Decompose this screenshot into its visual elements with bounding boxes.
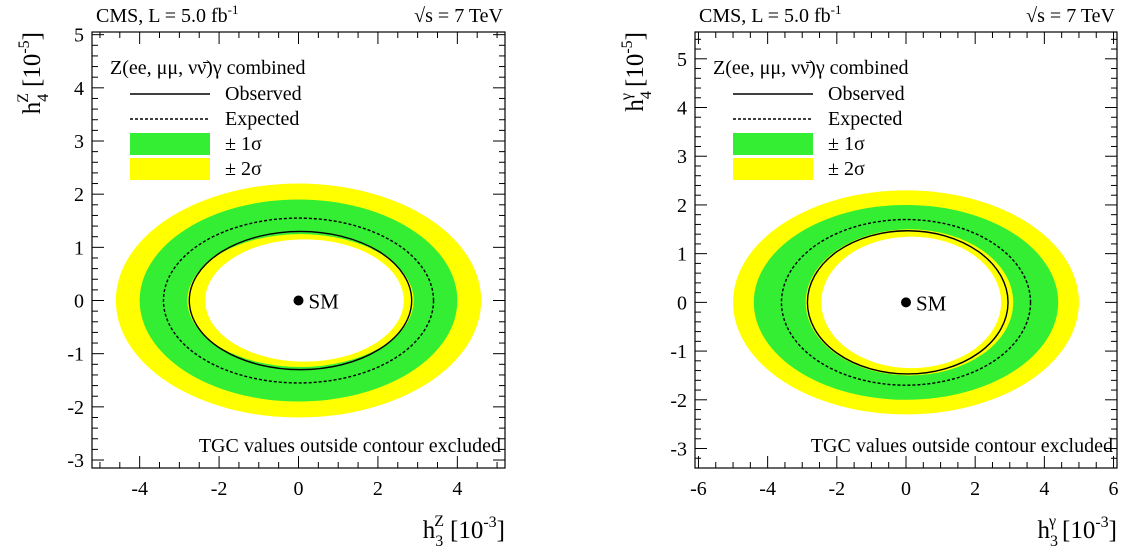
y-label-unit-sup: -5 [16,40,33,53]
legend-label: Observed [225,83,302,105]
y-label-close: ] [19,32,46,40]
observed-contour [188,230,413,371]
x-label-close: ] [1109,517,1117,544]
legend-label: ± 1σ [225,133,262,155]
exclusion-note: TGC values outside contour excluded [811,435,1113,457]
x-tick-label: -6 [690,478,707,500]
x-axis-label: h3 γ [10-3] [1037,513,1117,550]
x-tick-label: 2 [970,478,980,500]
y-tick-label: 1 [677,244,687,266]
y-tick-label: -3 [67,450,84,472]
legend-label: ± 2σ [828,158,865,180]
y-label-base: h [19,101,46,114]
header-right: √s = 7 TeV [414,5,503,27]
y-tick-label: 3 [677,146,687,168]
two-sigma-band-inner [821,236,1002,369]
legend-label: Expected [225,108,299,130]
two-sigma-band-inner [205,239,404,362]
x-tick-label: 0 [901,478,911,500]
legend-label: ± 1σ [828,133,865,155]
legend-label: ± 2σ [225,158,262,180]
y-label-base: h [622,99,649,112]
sm-label: SM [309,290,340,314]
expected-contour [162,217,435,384]
y-axis-label: h4γ [10-5] [618,32,655,112]
legend-one-sigma-swatch [733,133,813,155]
x-tick-label: 6 [1109,478,1119,500]
y-tick-label: 5 [677,49,687,71]
header-left: CMS, L = 5.0 fb-1 [699,2,842,27]
y-tick-label: -1 [670,341,687,363]
legend-two-sigma-swatch [733,158,813,180]
expected-contour [780,218,1032,386]
x-label-unit-sup: -3 [1095,514,1108,531]
y-axis-label: h4Z [10-5] [15,32,52,114]
header-left-sup: -1 [228,2,239,17]
legend-label: Observed [828,83,905,105]
x-label-close: ] [497,517,505,544]
x-tick-label: -2 [211,478,228,500]
sm-point [293,295,304,306]
y-label-unit: [10 [622,54,649,87]
x-label-sup: Z [434,513,444,530]
x-axis-label: h3 Z [10-3] [423,513,505,550]
x-label-base: h [423,517,436,544]
x-tick-label: -4 [131,478,148,500]
legend-title: Z(ee, μμ, νν̄)γ combined [110,57,306,79]
y-tick-label: -2 [670,390,687,412]
y-label-sub: 4 [35,94,52,102]
y-label-close: ] [622,32,649,40]
y-tick-label: 0 [677,292,687,314]
header-left: CMS, L = 5.0 fb-1 [96,2,239,27]
y-tick-label: -2 [67,397,84,419]
y-label-sub: 4 [638,91,655,99]
sm-label: SM [916,291,947,315]
y-label-sup: Z [15,93,32,103]
sm-point [901,297,911,308]
x-label-unit: [10 [1062,517,1095,544]
observed-contour [806,230,1009,375]
y-tick-label: 0 [74,291,84,313]
x-label-unit: [10 [450,517,483,544]
header-left-text: CMS, L = 5.0 fb [699,5,831,27]
y-tick-label: 5 [74,25,84,47]
y-label-unit: [10 [19,54,46,87]
exclusion-note: TGC values outside contour excluded [199,435,501,457]
x-tick-label: 0 [294,478,304,500]
legend-label: Expected [828,108,902,130]
y-tick-label: 2 [74,184,84,206]
y-tick-label: 2 [677,195,687,217]
y-label-unit-sup: -5 [619,40,636,53]
y-tick-label: 4 [74,78,84,100]
y-tick-label: -1 [67,344,84,366]
x-label-sup: γ [1048,513,1056,530]
legend-title: Z(ee, μμ, νν̄)γ combined [713,57,909,79]
x-tick-label: 2 [373,478,383,500]
y-tick-label: -3 [670,439,687,461]
y-tick-label: 1 [74,237,84,259]
x-label-unit-sup: -3 [483,514,496,531]
header-left-text: CMS, L = 5.0 fb [96,5,228,27]
x-tick-label: -4 [759,478,776,500]
x-tick-label: 4 [452,478,462,500]
x-label-sub: 3 [435,533,443,550]
x-tick-label: 4 [1039,478,1049,500]
y-label-sup: γ [618,93,635,101]
y-tick-label: 4 [677,98,687,120]
legend-two-sigma-swatch [130,158,210,180]
legend-one-sigma-swatch [130,133,210,155]
x-label-base: h [1037,517,1050,544]
header-right: √s = 7 TeV [1026,5,1115,27]
y-tick-label: 3 [74,131,84,153]
x-label-sub: 3 [1050,533,1058,550]
x-tick-label: -2 [828,478,845,500]
header-left-sup: -1 [831,2,842,17]
